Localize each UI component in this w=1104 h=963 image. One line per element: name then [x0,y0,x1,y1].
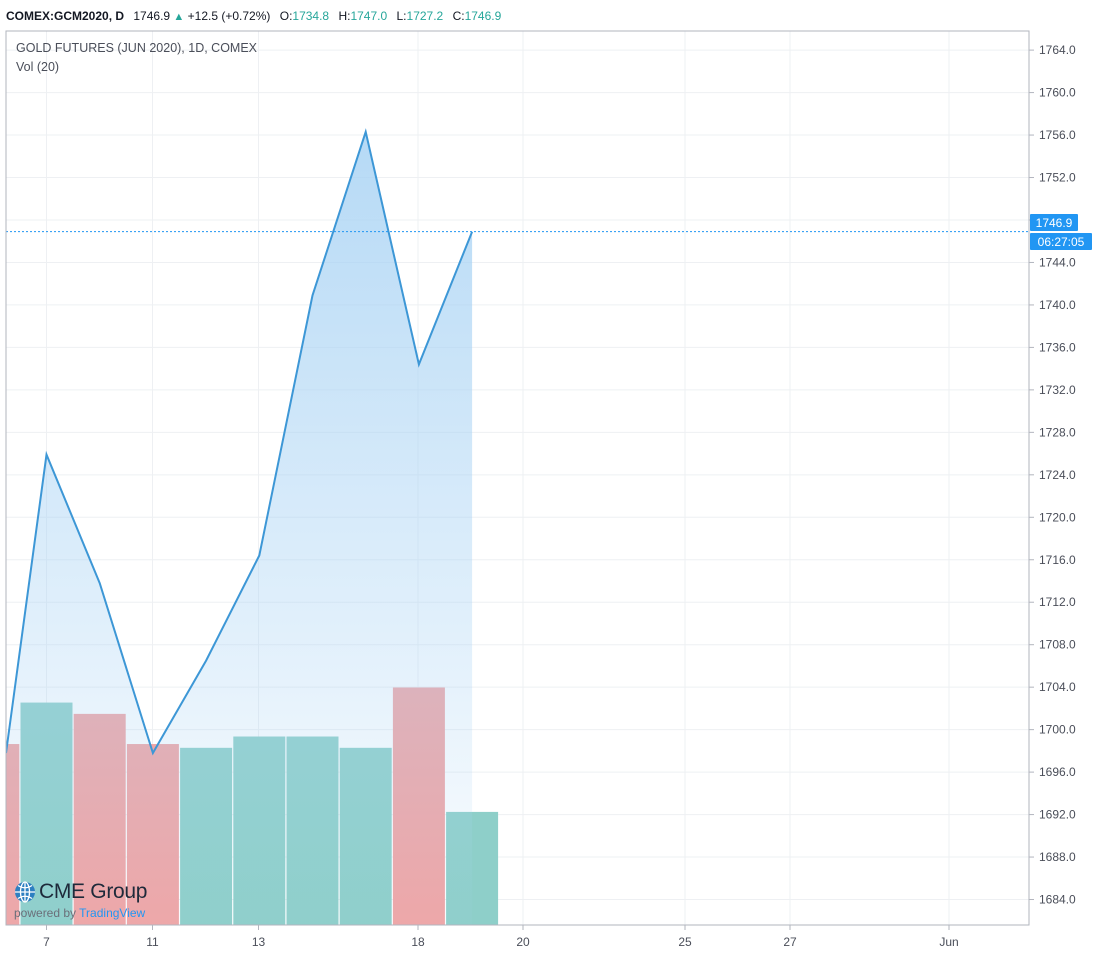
powered-by-label: powered by [14,906,77,920]
y-tick-label: 1736.0 [1039,340,1076,354]
y-tick-label: 1740.0 [1039,298,1076,312]
y-tick-label: 1752.0 [1039,171,1076,185]
countdown-badge-value: 06:27:05 [1038,235,1085,249]
y-tick-label: 1708.0 [1039,638,1076,652]
up-arrow-icon: ▲ [173,11,185,23]
tradingview-link[interactable]: TradingView [79,906,146,920]
x-tick-label: 18 [411,935,425,949]
y-tick-label: 1724.0 [1039,468,1076,482]
x-tick-label: 25 [678,935,692,949]
plot-area [6,128,1029,925]
y-tick-label: 1696.0 [1039,765,1076,779]
open-label: O: [279,9,293,23]
price-area [6,131,473,925]
low-label: L: [396,9,407,23]
countdown-badge-bg [1030,233,1092,250]
plot-border [5,30,1030,926]
open-value: 1734.8 [292,9,330,23]
y-tick-label: 1704.0 [1039,680,1076,694]
high-label: H: [338,9,351,23]
y-tick-label: 1728.0 [1039,425,1076,439]
y-tick-label: 1760.0 [1039,86,1076,100]
price-axis[interactable]: 1764.01760.01756.01752.01748.01744.01740… [1029,43,1076,907]
y-tick-label: 1720.0 [1039,510,1076,524]
x-tick-label: 13 [252,935,266,949]
y-tick-label: 1764.0 [1039,43,1076,57]
last-price-badge-value: 1746.9 [1036,216,1073,230]
x-tick-label: 20 [516,935,530,949]
last-price-badge: 1746.9 06:27:05 [1030,214,1092,250]
cme-logo: CME Group [14,880,147,904]
y-tick-label: 1716.0 [1039,553,1076,567]
y-tick-label: 1732.0 [1039,383,1076,397]
close-label: C: [452,9,465,23]
high-value: 1747.0 [350,9,388,23]
symbol-header: COMEX:GCM2020, D 1746.9 ▲ +12.5 (+0.72%)… [6,7,501,25]
price-change: +12.5 (+0.72%) [187,9,271,23]
x-tick-label: Jun [939,935,958,949]
x-tick-label: 11 [146,935,159,949]
last-price: 1746.9 [133,9,171,23]
symbol-label[interactable]: COMEX:GCM2020, D [6,9,125,23]
globe-icon [15,881,35,903]
y-tick-label: 1684.0 [1039,893,1076,907]
y-tick-label: 1688.0 [1039,850,1076,864]
brand-watermark: CME Group powered by TradingView [14,880,147,920]
y-tick-label: 1712.0 [1039,595,1076,609]
y-tick-label: 1744.0 [1039,255,1076,269]
time-axis[interactable]: 7 11 13 18 20 25 27 Jun [43,925,959,949]
volume-legend[interactable]: Vol (20) [16,60,60,74]
y-tick-label: 1700.0 [1039,723,1076,737]
series-legend-title[interactable]: GOLD FUTURES (JUN 2020), 1D, COMEX [16,41,258,55]
brand-name: CME Group [39,880,148,903]
powered-by: powered by TradingView [14,906,147,920]
x-tick-label: 7 [43,935,50,949]
x-tick-label: 27 [783,935,797,949]
close-value: 1746.9 [464,9,502,23]
last-price-badge-bg [1030,214,1078,231]
y-tick-label: 1692.0 [1039,808,1076,822]
low-value: 1727.2 [406,9,444,23]
price-line [6,128,474,756]
y-tick-label: 1756.0 [1039,128,1076,142]
